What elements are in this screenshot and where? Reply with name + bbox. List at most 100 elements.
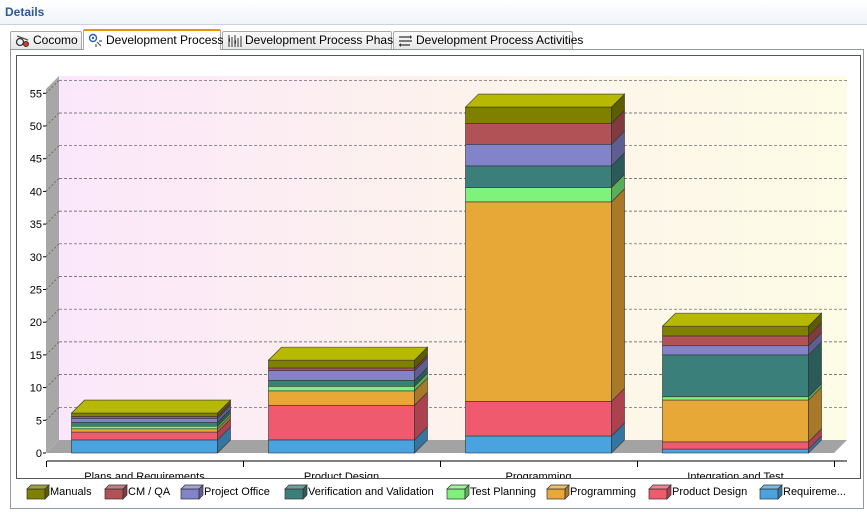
gridline-depth xyxy=(45,374,60,388)
legend-label: Verification and Validation xyxy=(308,485,434,498)
details-title: Details xyxy=(5,5,45,19)
bar-segment xyxy=(662,325,809,337)
legend-swatch xyxy=(446,484,470,500)
details-header: Details xyxy=(0,0,867,25)
cocomo-icon xyxy=(15,35,29,47)
gridline-depth xyxy=(45,178,60,192)
y-tick-label: 25 xyxy=(30,285,42,297)
bar-segment xyxy=(71,421,218,427)
y-tick-label: 0 xyxy=(36,448,42,460)
development-process-icon xyxy=(88,33,102,47)
bar-segment xyxy=(465,435,612,454)
legend-label: Manuals xyxy=(50,485,92,498)
bar-segment xyxy=(465,165,612,188)
tab-development-process-phase[interactable]: Development Process Phase xyxy=(222,31,400,49)
chart-container: 0 5 10 15 20 25 30 35 40 45 50 55 Plans and Requirem… xyxy=(16,55,861,479)
bar-segment xyxy=(268,439,415,454)
bar-segment xyxy=(465,201,612,402)
tab-development-process-activities[interactable]: Development Process Activities xyxy=(393,31,583,49)
legend-swatch xyxy=(284,484,308,500)
bar-segment xyxy=(465,123,612,145)
legend-item: Project Office xyxy=(180,484,270,500)
legend-swatch xyxy=(26,484,50,500)
bar-segment xyxy=(268,404,415,441)
gridline-depth xyxy=(45,145,60,159)
bar-segment xyxy=(662,335,809,347)
y-tick-label: 10 xyxy=(30,383,42,395)
tab-label: Development Process Activities xyxy=(416,33,584,47)
gridline-depth xyxy=(45,308,60,323)
legend-item: Requireme... xyxy=(759,484,846,500)
gridline-depth xyxy=(45,210,60,225)
bar-segment xyxy=(662,354,809,398)
y-tick-label: 35 xyxy=(30,219,42,231)
x-tick-label: Product Design xyxy=(304,471,379,478)
bar-segment xyxy=(268,385,415,392)
bar-segment xyxy=(71,428,218,433)
tab-label: Cocomo xyxy=(33,33,78,47)
bar-segment xyxy=(662,441,809,450)
legend-swatch xyxy=(546,484,570,500)
bar-segment xyxy=(662,345,809,356)
bar-top-face xyxy=(70,399,232,414)
y-tick-label: 5 xyxy=(36,415,42,427)
gridline-depth xyxy=(45,341,60,356)
legend-swatch xyxy=(104,484,128,500)
bar-segment xyxy=(465,187,612,203)
legend-swatch xyxy=(759,484,783,500)
y-tick-label: 45 xyxy=(30,154,42,166)
gridline-depth xyxy=(45,407,60,421)
y-tick-label: 50 xyxy=(30,121,42,133)
bar-segment xyxy=(71,425,218,430)
phase-icon xyxy=(228,35,242,47)
bar-segment xyxy=(465,144,612,167)
bar-top-face xyxy=(267,346,429,361)
gridline-depth xyxy=(45,276,60,290)
tab-label: Development Process xyxy=(106,33,224,47)
stacked-bar-chart: 0 5 10 15 20 25 30 35 40 45 50 55 Plans and Requirem… xyxy=(30,76,847,478)
legend-item: Programming xyxy=(546,484,636,500)
bar-segment xyxy=(268,380,415,387)
legend-label: Programming xyxy=(570,485,637,498)
legend-label: CM / QA xyxy=(128,485,171,498)
legend-label: Test Planning xyxy=(470,485,537,498)
tab-cocomo[interactable]: Cocomo xyxy=(10,31,82,49)
bar-segment xyxy=(71,439,218,454)
y-tick-label: 15 xyxy=(30,350,42,362)
chart-floor xyxy=(46,440,847,453)
bar-segment xyxy=(268,370,415,381)
tab-label: Development Process Phase xyxy=(245,33,400,47)
bar-segment xyxy=(465,401,612,437)
activities-icon xyxy=(399,35,412,47)
x-tick-label: Integration and Test xyxy=(687,471,783,478)
bar-top-face xyxy=(464,93,626,108)
legend-item: Manuals xyxy=(26,484,92,500)
bar-segment xyxy=(71,418,218,423)
bar-segment xyxy=(662,399,809,443)
gridline-depth xyxy=(45,80,60,94)
y-tick-label: 40 xyxy=(30,186,42,198)
bar-segment xyxy=(268,359,415,369)
bar-segment xyxy=(662,448,809,454)
chart-left-wall xyxy=(46,76,59,453)
tab-development-process[interactable]: Development Process xyxy=(83,29,224,50)
legend-swatch xyxy=(180,484,204,500)
y-tick-label: 55 xyxy=(30,88,42,100)
gridline-depth xyxy=(45,112,60,127)
legend-item: Test Planning xyxy=(446,484,536,500)
legend-item: Verification and Validation xyxy=(284,484,434,500)
bar-segment xyxy=(71,412,218,417)
legend-label: Requireme... xyxy=(783,485,846,498)
bar-segment xyxy=(465,106,612,124)
legend-swatch xyxy=(648,484,672,500)
legend-item: CM / QA xyxy=(104,484,170,500)
bar-segment xyxy=(268,390,415,406)
y-tick-label: 30 xyxy=(30,252,42,264)
bar-top-face xyxy=(661,312,823,327)
gridline-depth xyxy=(45,243,60,258)
legend-label: Product Design xyxy=(672,485,748,498)
x-tick-label: Plans and Requirements xyxy=(84,471,205,478)
bar-segment-side xyxy=(611,188,625,403)
legend-label: Project Office xyxy=(204,485,270,498)
bar-segment xyxy=(662,396,809,401)
